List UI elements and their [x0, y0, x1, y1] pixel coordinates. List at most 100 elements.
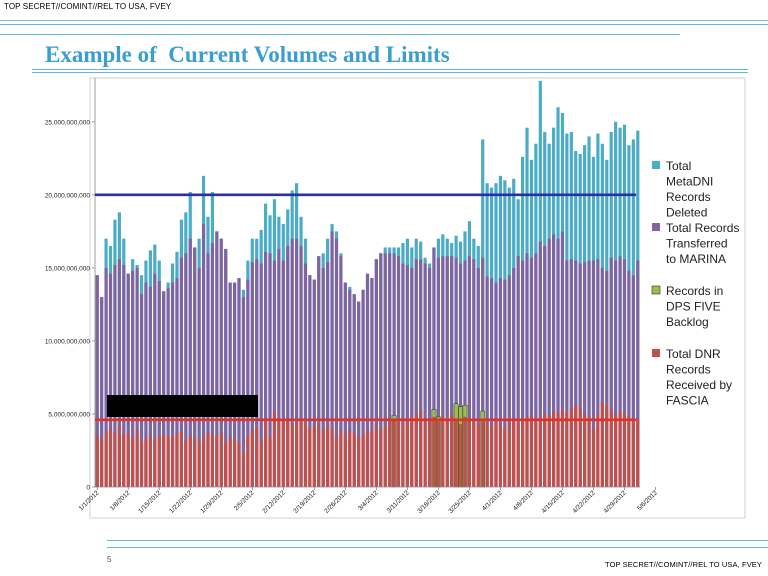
bar-dnr-fascia [374, 424, 378, 487]
bar-dnr-fascia [516, 422, 520, 487]
bar-dnr-fascia [317, 424, 321, 487]
bar-records-marina [485, 276, 489, 487]
bar-dnr-fascia [636, 418, 640, 487]
bar-dnr-fascia [543, 413, 547, 487]
bar-records-marina [126, 273, 130, 487]
bar-dnr-fascia [525, 416, 529, 487]
bar-records-marina [419, 259, 423, 487]
footer-rule [107, 547, 768, 548]
bar-dnr-fascia [414, 413, 418, 487]
bar-records-marina [188, 238, 192, 487]
bar-dnr-fascia [135, 428, 139, 487]
bar-dnr-fascia [237, 443, 241, 487]
x-tick-label: 1/29/2012 [199, 489, 225, 515]
bar-dnr-fascia [277, 418, 281, 487]
bar-dnr-fascia [596, 413, 600, 487]
bar-records-marina [494, 282, 498, 487]
bar-records-marina [463, 260, 467, 487]
footer-rule [107, 540, 768, 541]
bar-records-marina [481, 257, 485, 487]
bar-dnr-fascia [472, 419, 476, 487]
bar-records-marina [228, 282, 232, 487]
bar-records-marina [224, 248, 228, 487]
bar-dnr-fascia [122, 434, 126, 487]
bar-records-marina [445, 256, 449, 487]
bar-records-marina [432, 247, 436, 487]
bar-dnr-fascia [259, 440, 263, 487]
bar-records-marina [250, 262, 254, 487]
y-tick-label: 0 [86, 485, 90, 492]
page-number: 5 [107, 555, 112, 564]
bar-dnr-fascia [423, 418, 427, 487]
bar-records-marina [370, 278, 374, 487]
bar-records-marina [277, 248, 281, 487]
bar-records-marina [108, 273, 113, 487]
bar-dnr-fascia [627, 416, 631, 487]
bar-dnr-fascia [215, 435, 219, 487]
bar-records-marina [241, 297, 246, 487]
bar-dnr-fascia [410, 416, 414, 487]
bar-records-marina [396, 256, 401, 487]
bar-records-marina [153, 273, 157, 487]
bar-dnr-fascia [308, 428, 312, 487]
bar-dnr-fascia [560, 409, 565, 487]
bar-dnr-fascia [210, 434, 215, 487]
bar-dnr-fascia [485, 418, 489, 487]
bar-records-marina [516, 256, 520, 487]
bar-dnr-fascia [144, 438, 148, 487]
bar-records-marina [166, 288, 170, 487]
bar-dnr-fascia [454, 418, 458, 487]
x-tick-label: 3/18/2012 [416, 489, 442, 515]
legend-swatch [652, 349, 660, 357]
bar-dnr-fascia [405, 418, 409, 487]
x-tick-label: 3/4/2012 [357, 489, 380, 512]
bar-records-marina [131, 270, 135, 487]
x-tick-label: 1/22/2012 [168, 489, 194, 515]
bar-records-marina [560, 231, 565, 487]
bar-records-marina [512, 267, 516, 487]
bar-records-marina [104, 267, 108, 487]
bar-records-marina [627, 270, 631, 487]
title-underline [32, 69, 748, 70]
bar-dnr-fascia [157, 435, 161, 487]
bar-records-marina [489, 278, 494, 487]
bar-dnr-fascia [520, 421, 525, 487]
bar-dnr-fascia [250, 430, 254, 487]
bar-records-marina [441, 256, 445, 487]
bar-dnr-fascia [427, 421, 432, 487]
bar-dnr-fascia [370, 431, 374, 487]
bar-records-marina [392, 253, 396, 487]
bar-records-marina [476, 267, 480, 487]
bar-records-marina [210, 243, 215, 487]
bar-records-marina [308, 275, 312, 487]
bar-dnr-fascia [184, 440, 188, 487]
bar-records-marina [175, 278, 179, 487]
bar-dnr-fascia [552, 411, 556, 487]
bar-records-marina [614, 260, 618, 487]
bar-records-marina [215, 231, 219, 487]
bar-records-marina [232, 282, 237, 487]
bar-records-marina [193, 247, 197, 487]
bar-records-marina [184, 253, 188, 487]
bar-dnr-fascia [153, 438, 157, 487]
bar-records-marina [197, 267, 201, 487]
bar-dnr-fascia [436, 421, 440, 487]
bar-records-marina [467, 256, 472, 487]
bar-dnr-fascia [463, 416, 467, 487]
bar-dnr-fascia [312, 425, 316, 487]
bar-records-marina [317, 256, 321, 487]
legend-label: Total MetaDNI Records Deleted [666, 159, 713, 220]
bar-records-marina [237, 278, 241, 487]
bar-dnr-fascia [162, 434, 166, 487]
bar-records-marina [246, 279, 250, 487]
bar-dnr-fascia [321, 430, 325, 487]
bar-records-marina [281, 260, 285, 487]
bar-dnr-fascia [303, 422, 308, 487]
bar-records-marina [117, 259, 121, 487]
bar-records-marina [578, 263, 582, 487]
bar-dnr-fascia [299, 421, 303, 487]
bar-records-marina [374, 259, 378, 487]
bar-records-marina [144, 282, 148, 487]
bar-records-marina [556, 238, 560, 487]
